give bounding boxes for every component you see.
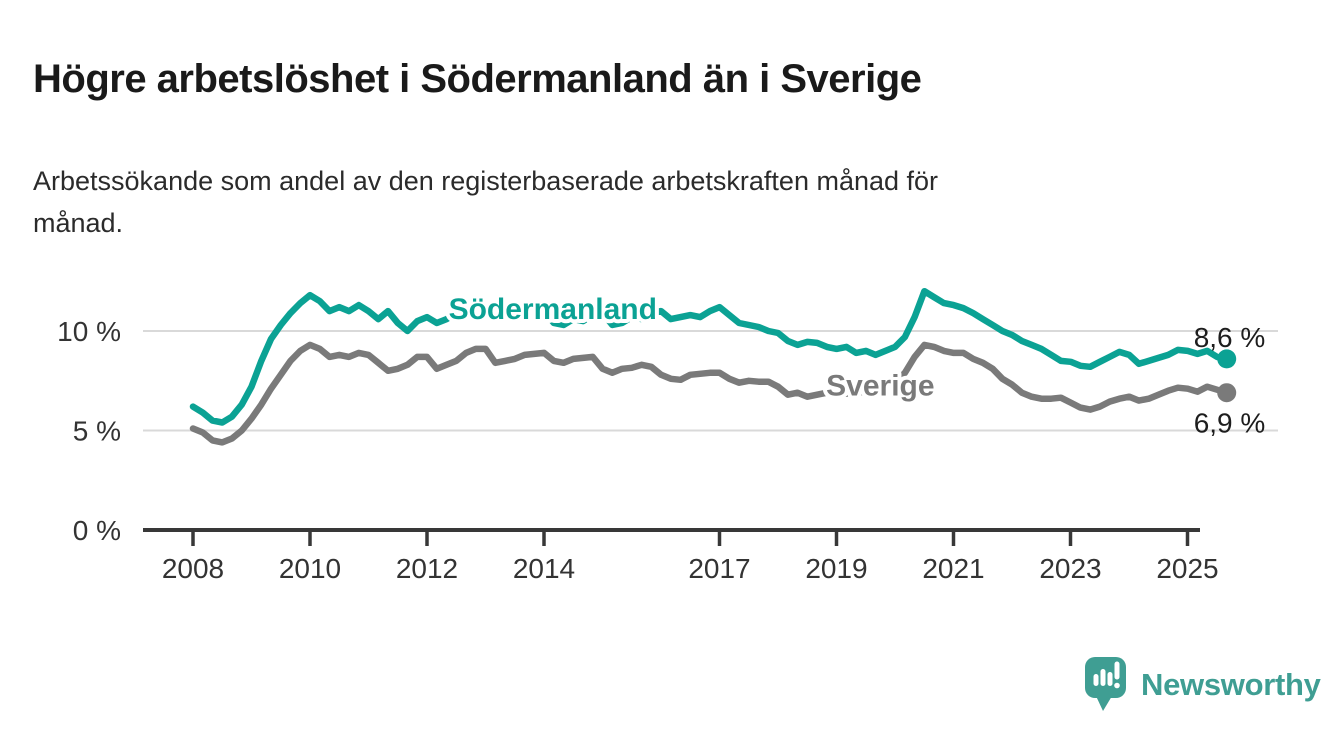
x-axis-tick-label-2021: 2021: [922, 553, 984, 584]
series-end-dot-sverige: [1217, 383, 1237, 403]
unemployment-line-chart: 0 % 5 % 10 % 2008 2010 2012 2014 2017 2019 2021 20…: [57, 287, 1278, 584]
series-end-dot-sodermanland: [1217, 349, 1237, 369]
x-axis-tick-label-2008: 2008: [162, 553, 224, 584]
chart-subtitle: Arbetssökande som andel av den registerb…: [33, 166, 939, 238]
x-axis-tick-label-2017: 2017: [688, 553, 750, 584]
series-label-sodermanland: Södermanland: [449, 293, 657, 326]
x-axis-tick-label-2025: 2025: [1156, 553, 1218, 584]
newsworthy-logo-icon: [1085, 657, 1126, 711]
series-line-sodermanland: [189, 287, 1230, 426]
newsworthy-logo-text: Newsworthy: [1141, 666, 1321, 702]
x-axis-tick-label-2019: 2019: [805, 553, 867, 584]
series-label-sverige: Sverige: [826, 370, 934, 403]
series-line-sverige: [189, 341, 1230, 446]
y-axis-tick-label: 10 %: [57, 316, 121, 347]
series-value-label-sverige: 6,9 %: [1194, 408, 1266, 439]
x-axis-tick-label-2012: 2012: [396, 553, 458, 584]
x-axis-tick-label-2014: 2014: [513, 553, 575, 584]
y-axis-tick-label: 5 %: [73, 416, 121, 447]
newsworthy-logo[interactable]: Newsworthy: [1084, 656, 1321, 713]
x-axis-tick-label-2023: 2023: [1039, 553, 1101, 584]
y-axis-tick-label: 0 %: [73, 515, 121, 546]
series-value-label-sodermanland: 8,6 %: [1194, 322, 1266, 353]
chart-title: Högre arbetslöshet i Södermanland än i S…: [33, 56, 922, 101]
x-axis-tick-label-2010: 2010: [279, 553, 341, 584]
